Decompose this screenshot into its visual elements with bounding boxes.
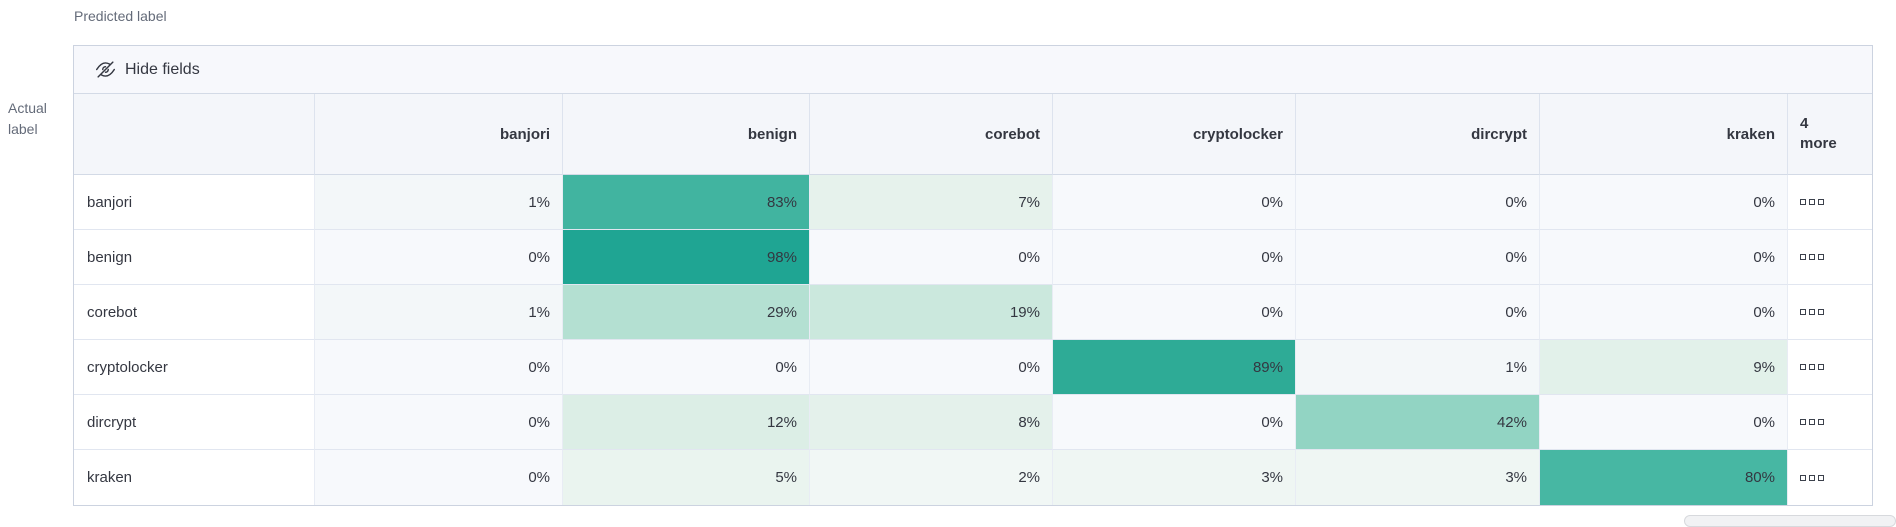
matrix-cell: 0% [1053,175,1296,230]
column-header-corebot[interactable]: corebot [810,94,1053,175]
matrix-cell: 0% [1053,395,1296,450]
matrix-cell: 0% [315,230,563,285]
actual-label-axis-title: Actual label [8,98,47,140]
more-header-count: 4 [1800,115,1809,132]
matrix-cell: 0% [563,340,810,395]
matrix-cell: 3% [1296,450,1540,505]
matrix-cell: 1% [1296,340,1540,395]
row-label-kraken: kraken [74,450,315,505]
matrix-cell: 0% [1296,285,1540,340]
boxes-horizontal-icon [1800,199,1824,205]
matrix-cell: 29% [563,285,810,340]
confusion-matrix-grid: banjori benign corebot cryptolocker dircrypt… [74,94,1872,505]
column-header-dircrypt[interactable]: dircrypt [1296,94,1540,175]
column-header-kraken[interactable]: kraken [1540,94,1788,175]
matrix-cell: 1% [315,285,563,340]
row-label-cryptolocker: cryptolocker [74,340,315,395]
hide-fields-label: Hide fields [125,60,200,78]
matrix-cell: 0% [1053,230,1296,285]
matrix-cell: 0% [315,340,563,395]
column-header-banjori[interactable]: banjori [315,94,563,175]
grid-toolbar: Hide fields [74,46,1872,94]
actual-label-line1: Actual [8,100,47,116]
matrix-cell: 0% [1296,230,1540,285]
row-more-actions-button[interactable] [1788,340,1872,395]
column-header-cryptolocker[interactable]: cryptolocker [1053,94,1296,175]
boxes-horizontal-icon [1800,254,1824,260]
matrix-cell: 0% [1540,175,1788,230]
matrix-cell: 80% [1540,450,1788,505]
predicted-label-axis-title: Predicted label [74,8,167,24]
boxes-horizontal-icon [1800,364,1824,370]
matrix-cell: 0% [315,450,563,505]
matrix-cell: 8% [810,395,1053,450]
matrix-cell: 0% [810,230,1053,285]
boxes-horizontal-icon [1800,309,1824,315]
matrix-cell: 98% [563,230,810,285]
boxes-horizontal-icon [1800,419,1824,425]
matrix-cell: 0% [810,340,1053,395]
matrix-cell: 0% [315,395,563,450]
boxes-horizontal-icon [1800,474,1824,481]
matrix-cell: 19% [810,285,1053,340]
matrix-cell: 0% [1540,285,1788,340]
matrix-cell: 5% [563,450,810,505]
column-header-benign[interactable]: benign [563,94,810,175]
matrix-cell: 7% [810,175,1053,230]
matrix-cell: 0% [1053,285,1296,340]
header-spacer-cell [74,94,315,175]
matrix-cell: 1% [315,175,563,230]
row-more-actions-button[interactable] [1788,450,1872,505]
more-header-word: more [1800,135,1837,152]
matrix-cell: 89% [1053,340,1296,395]
matrix-cell: 0% [1296,175,1540,230]
hide-fields-button[interactable]: Hide fields [95,59,200,80]
matrix-cell: 42% [1296,395,1540,450]
matrix-cell: 9% [1540,340,1788,395]
matrix-cell: 83% [563,175,810,230]
matrix-cell: 0% [1540,395,1788,450]
matrix-cell: 3% [1053,450,1296,505]
row-more-actions-button[interactable] [1788,175,1872,230]
matrix-cell: 12% [563,395,810,450]
matrix-cell: 0% [1540,230,1788,285]
eye-closed-icon [95,59,116,80]
row-more-actions-button[interactable] [1788,285,1872,340]
row-label-corebot: corebot [74,285,315,340]
horizontal-scrollbar-thumb[interactable] [1684,515,1896,527]
row-label-benign: benign [74,230,315,285]
row-more-actions-button[interactable] [1788,230,1872,285]
row-label-banjori: banjori [74,175,315,230]
column-header-more[interactable]: 4 more [1788,94,1872,175]
row-label-dircrypt: dircrypt [74,395,315,450]
matrix-cell: 2% [810,450,1053,505]
confusion-matrix-panel: Hide fields banjori benign corebot cryptolo… [73,45,1873,506]
actual-label-line2: label [8,121,38,137]
row-more-actions-button[interactable] [1788,395,1872,450]
